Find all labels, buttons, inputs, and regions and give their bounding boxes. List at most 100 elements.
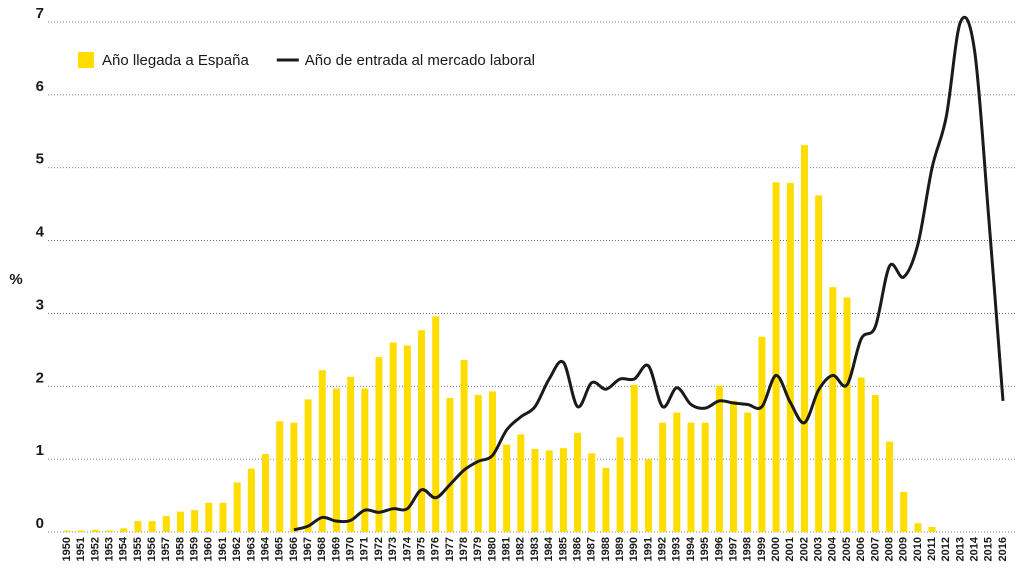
x-tick-label: 2009 [898,537,910,561]
bar [574,432,582,532]
legend-label: Año de entrada al mercado laboral [305,52,535,69]
x-tick-label: 2016 [997,537,1009,561]
x-tick-label: 1966 [288,537,300,561]
x-tick-label: 1980 [486,537,498,561]
x-tick-label: 1990 [628,537,640,561]
bar [205,502,213,532]
bar [673,412,681,532]
x-tick-label: 1976 [430,537,442,561]
x-tick-label: 2010 [912,537,924,561]
bar [857,377,865,532]
x-tick-label: 1991 [642,537,654,561]
bar [843,297,851,532]
x-tick-label: 1997 [727,537,739,561]
bar [474,395,482,532]
x-tick-label: 2012 [940,537,952,561]
x-tick-label: 1998 [742,537,754,561]
x-tick-label: 1981 [501,537,513,561]
bar [432,316,440,532]
bar [247,468,255,532]
bar [730,400,738,532]
x-tick-label: 1993 [671,537,683,561]
bar [928,526,936,532]
bar [503,444,511,532]
bar [616,437,624,532]
x-tick-label: 1989 [614,537,626,561]
bar [219,502,227,532]
bar [871,395,879,532]
y-tick-label: 6 [36,78,44,95]
bar [517,434,525,532]
y-tick-label: 2 [36,369,44,386]
x-tick-label: 2001 [784,537,796,561]
bar [786,183,794,532]
bar [276,421,284,532]
x-tick-label: 1994 [685,536,697,561]
bar [588,453,596,532]
x-tick-label: 1957 [160,537,172,561]
x-tick-label: 1956 [146,537,158,561]
bar [290,422,298,532]
x-tick-label: 1953 [103,537,115,561]
bar [63,530,71,532]
bar [815,195,823,532]
x-tick-label: 2013 [954,537,966,561]
x-tick-label: 1973 [387,537,399,561]
bar [900,491,908,532]
bar [886,441,894,532]
bar [545,450,553,532]
x-tick-label: 2008 [883,537,895,561]
x-tick-label: 1958 [174,537,186,561]
y-tick-label: 4 [36,224,45,241]
x-tick-label: 1963 [245,537,257,561]
bar [403,345,411,532]
bar [176,511,184,532]
bar [659,422,667,532]
x-tick-label: 1995 [699,537,711,561]
y-tick-label: 3 [36,296,44,313]
bar [772,182,780,533]
bar [744,412,752,532]
x-tick-label: 2014 [969,536,981,561]
x-tick-label: 1971 [359,537,371,561]
bar [318,370,326,532]
bar [758,336,766,532]
bar [602,467,610,532]
x-tick-label: 2007 [869,537,881,561]
legend-swatch [78,52,94,68]
x-tick-label: 1959 [189,537,201,561]
bar [332,388,340,532]
bar [687,422,695,532]
y-tick-label: 5 [36,151,44,168]
bar [630,384,638,532]
x-tick-label: 1999 [756,537,768,561]
line [293,15,1005,532]
bar [829,287,837,532]
x-tick-label: 1977 [444,537,456,561]
x-tick-label: 2000 [770,537,782,561]
x-tick-label: 1988 [600,537,612,561]
bar [361,388,369,532]
bar [233,482,241,532]
bar [531,448,539,532]
bar [460,360,468,532]
bar [914,523,922,532]
y-tick-label: 7 [36,5,44,22]
bar [347,376,355,532]
bar [91,529,99,532]
x-tick-label: 2005 [841,537,853,561]
x-tick-label: 2002 [798,537,810,561]
x-tick-label: 2015 [983,537,995,561]
bar [800,145,808,532]
x-tick-label: 1974 [401,536,413,561]
x-tick-label: 1961 [217,537,229,561]
bar [559,448,567,532]
x-tick-label: 1964 [259,536,271,561]
x-tick-label: 1987 [586,537,598,561]
x-tick-label: 1968 [316,537,328,561]
bar [148,521,156,532]
x-tick-label: 1952 [89,537,101,561]
x-tick-label: 2006 [855,537,867,561]
